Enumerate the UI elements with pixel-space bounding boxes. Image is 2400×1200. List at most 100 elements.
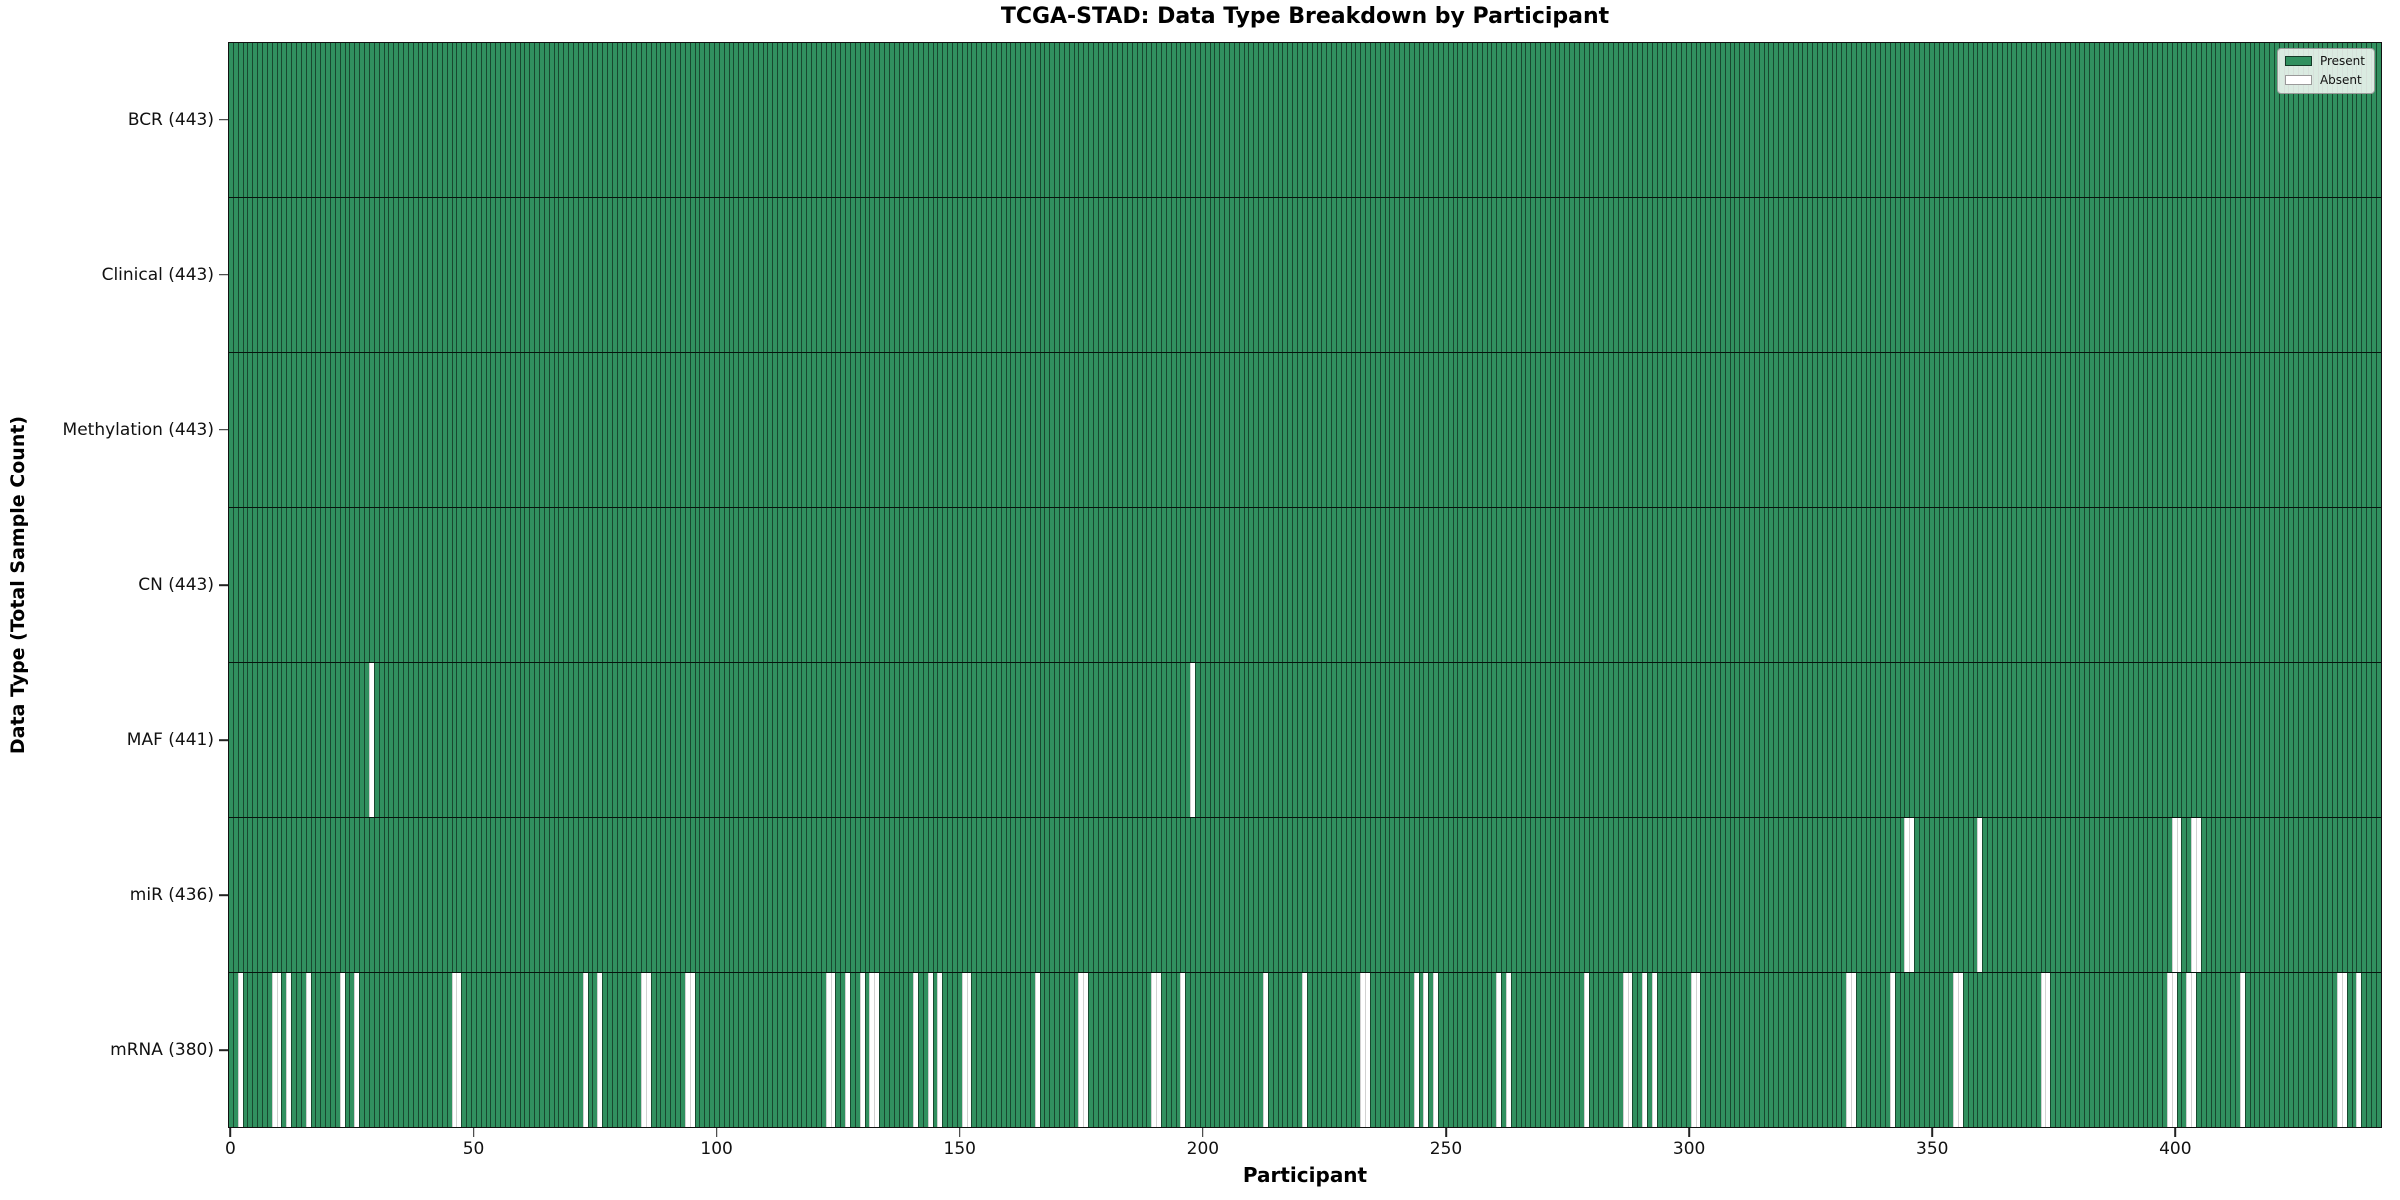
cell: [2137, 663, 2143, 817]
cell: [767, 973, 773, 1127]
cell: [2351, 818, 2357, 972]
cell: [398, 43, 403, 197]
cell: [1233, 198, 1239, 352]
cell: [456, 198, 462, 352]
cell: [1394, 198, 1400, 352]
cell: [1418, 353, 1424, 507]
cell: [2108, 508, 2114, 662]
cell: [670, 508, 676, 662]
cell: [1107, 663, 1113, 817]
cell: [1185, 663, 1191, 817]
cell: [840, 43, 846, 197]
cell: [281, 198, 287, 352]
cell: [786, 43, 792, 197]
cell: [456, 663, 462, 817]
cell: [1258, 353, 1264, 507]
cell: [1695, 353, 1701, 507]
cell: [1797, 663, 1803, 817]
cell: [1661, 973, 1667, 1127]
cell: [2011, 663, 2017, 817]
cell: [1923, 43, 1929, 197]
cell: [2132, 973, 2138, 1127]
cell: [2225, 973, 2231, 1127]
cell: [2239, 353, 2245, 507]
cell: [1574, 973, 1579, 1127]
cell: [1248, 353, 1254, 507]
cell: [412, 973, 418, 1127]
cell: [699, 508, 705, 662]
cell: [888, 353, 894, 507]
cell: [266, 508, 272, 662]
cell: [1928, 508, 1934, 662]
cell: [1948, 663, 1954, 817]
cell: [427, 818, 433, 972]
cell: [247, 818, 253, 972]
cell: [393, 508, 399, 662]
cell: [1496, 43, 1502, 197]
cell: [500, 663, 505, 817]
cell: [1117, 198, 1123, 352]
cell: [621, 353, 627, 507]
cell: [1739, 663, 1745, 817]
cell: [402, 818, 408, 972]
cell: [2074, 43, 2080, 197]
cell: [2278, 43, 2284, 197]
cell: [1778, 973, 1783, 1127]
cell: [762, 508, 768, 662]
cell: [1122, 973, 1127, 1127]
cell: [1826, 818, 1832, 972]
cell: [1136, 43, 1142, 197]
cell: [1666, 818, 1672, 972]
cell: [1612, 973, 1618, 1127]
cell: [607, 353, 612, 507]
cell: [626, 818, 632, 972]
cell: [718, 508, 724, 662]
cell: [534, 973, 539, 1127]
cell: [2336, 508, 2342, 662]
cell: [1170, 43, 1176, 197]
cell: [1680, 973, 1686, 1127]
cell: [1496, 663, 1502, 817]
cell: [699, 663, 705, 817]
cell: [1729, 198, 1735, 352]
cell: [2225, 353, 2231, 507]
cell: [747, 663, 753, 817]
cell: [388, 198, 394, 352]
cell: [893, 43, 899, 197]
cell: [1073, 353, 1079, 507]
cell: [2307, 663, 2313, 817]
cell: [315, 198, 321, 352]
cell: [1161, 973, 1166, 1127]
cell: [641, 43, 646, 197]
cell: [1467, 353, 1472, 507]
cell: [2273, 198, 2279, 352]
cell: [339, 818, 345, 972]
cell: [1680, 663, 1686, 817]
cell: [2366, 43, 2371, 197]
cell: [237, 198, 243, 352]
cell: [1943, 508, 1949, 662]
cell: [1870, 198, 1876, 352]
cell: [1680, 198, 1686, 352]
cell: [1836, 353, 1842, 507]
cell: [1642, 818, 1647, 972]
cell: [1224, 508, 1230, 662]
cell: [2123, 198, 2129, 352]
cell: [772, 353, 778, 507]
cell: [801, 353, 807, 507]
cell: [1331, 973, 1336, 1127]
cell: [1996, 43, 2002, 197]
cell: [1666, 353, 1672, 507]
cell: [1452, 353, 1458, 507]
cell: [2021, 353, 2026, 507]
cell: [1034, 43, 1040, 197]
cell: [1374, 198, 1380, 352]
cell: [373, 508, 379, 662]
cell: [398, 818, 403, 972]
cell: [1418, 198, 1424, 352]
cell: [388, 43, 394, 197]
cell: [1442, 973, 1448, 1127]
cell: [665, 353, 671, 507]
cell: [2074, 353, 2080, 507]
cell: [893, 818, 899, 972]
